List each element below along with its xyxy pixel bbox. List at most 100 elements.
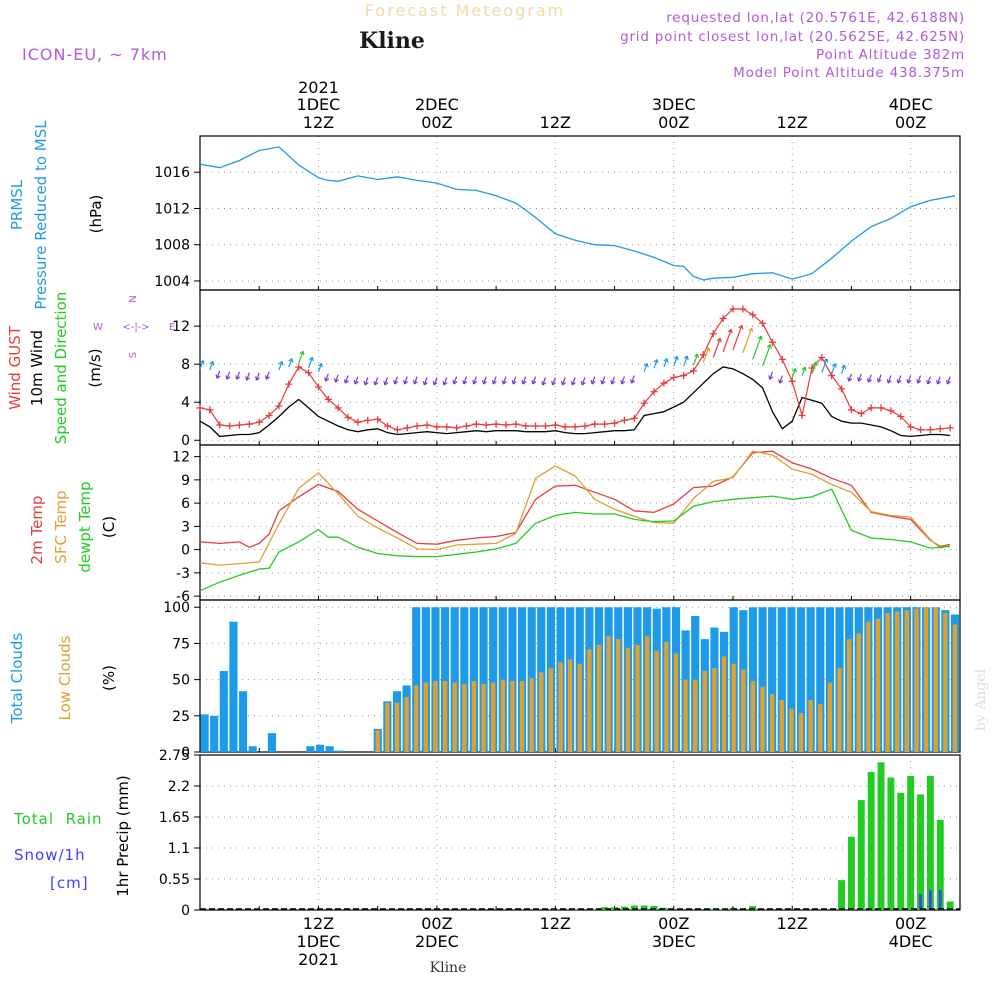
wind-direction-arrow [199, 359, 205, 370]
arrow-head [215, 374, 221, 379]
arrow-head [936, 380, 942, 385]
compass-e: E [169, 322, 175, 333]
temp-tick-label: 6 [181, 496, 190, 512]
total-cloud-bar [315, 744, 325, 752]
arrow-shaft [255, 372, 260, 381]
pressure-labels: PRMSL Pressure Reduced to MSL (hPa) [8, 120, 105, 310]
arrow-shaft [762, 344, 771, 367]
arrow-shaft [374, 377, 379, 386]
arrow-head [452, 380, 458, 385]
model-label: ICON-EU, ~ 7km [22, 45, 168, 64]
arrow-shaft [702, 347, 710, 363]
arrow-shaft [611, 376, 616, 385]
low-cloud-bar [808, 699, 813, 752]
arrow-head [590, 380, 596, 385]
arrow-shaft [653, 359, 658, 369]
wind-direction-arrow [936, 376, 942, 385]
arrow-head [580, 380, 586, 386]
wind-direction-arrow [702, 347, 711, 363]
low-cloud-bar [885, 613, 890, 752]
arrow-head [561, 380, 566, 386]
arrow-head [768, 375, 774, 380]
gust-marker [581, 422, 589, 430]
low-cloud-bar [500, 679, 505, 752]
chart-title: Forecast Meteogram [365, 1, 565, 20]
arrow-head [643, 362, 649, 368]
bottom-time-label: 3DEC [652, 932, 696, 951]
arrow-head [225, 375, 231, 380]
arrow-shaft [571, 377, 576, 386]
arrow-head [727, 328, 733, 334]
wind-unit: (m/s) [86, 348, 104, 387]
wind-direction-arrow [462, 376, 468, 385]
arrow-shaft [630, 375, 635, 384]
arrow-shaft [288, 358, 293, 368]
gust-marker [482, 421, 490, 429]
prmsl-line [199, 146, 956, 281]
wind-direction-arrow [906, 375, 912, 384]
wind-direction-arrow [482, 376, 488, 385]
arrow-head [683, 355, 689, 360]
bottom-time-label: 12Z [540, 914, 571, 933]
bottom-time-label: 2DEC [415, 932, 459, 951]
low-cloud-bar [385, 702, 390, 752]
arrow-shaft [443, 377, 448, 386]
wind-direction-arrow [778, 375, 784, 384]
arrow-head [472, 380, 478, 385]
wind-tick-label: 4 [181, 395, 190, 411]
total-cloud-bar [806, 607, 815, 752]
wind-labels: Wind GUST 10m Wind Speed and Direction (… [6, 292, 175, 445]
wind-direction-arrow [412, 376, 418, 385]
arrow-head [876, 378, 882, 383]
arrow-head [847, 377, 853, 382]
model-altitude: Model Point Altitude 438.375m [733, 65, 965, 81]
wind-direction-arrow [712, 337, 722, 358]
low-cloud-bar [635, 644, 640, 752]
temp-label-sfc: SFC Temp [52, 490, 70, 563]
wind-direction-arrow [590, 376, 596, 385]
arrow-shaft [413, 376, 418, 385]
arrow-shaft [492, 376, 497, 385]
arrow-head [531, 380, 537, 385]
temp-labels: 2m Temp SFC Temp dewpt Temp (C) [28, 481, 118, 572]
wind-direction-arrow [541, 377, 547, 386]
total-cloud-bar [431, 607, 440, 752]
arrow-head [791, 368, 797, 373]
arrow-head [673, 355, 679, 361]
wind-tick-label: 8 [181, 357, 190, 373]
arrow-head [521, 380, 527, 385]
arrow-head [906, 379, 912, 384]
gust-marker [719, 315, 727, 323]
low-cloud-bar [452, 682, 457, 752]
top-time-label: 12Z [540, 113, 571, 132]
temp-dewpt-line [199, 488, 951, 592]
arrow-shaft [423, 377, 428, 386]
rain-bar [847, 836, 855, 910]
arrow-shaft [463, 376, 468, 385]
total-cloud-bar [200, 714, 209, 752]
wind-direction-arrow [768, 371, 774, 380]
arrow-head [491, 380, 497, 385]
gust-marker [324, 395, 332, 403]
arrow-head [288, 358, 294, 363]
rain-bar [867, 771, 875, 910]
arrow-head [255, 376, 261, 381]
arrow-shaft [325, 373, 329, 382]
arrow-shaft [722, 329, 732, 353]
wind-direction-arrow [511, 376, 517, 385]
wind-direction-arrow [245, 372, 251, 381]
low-cloud-bar [731, 663, 736, 752]
gust-marker [630, 414, 638, 422]
rain-bar [897, 792, 905, 910]
top-time-label: 4DEC [889, 95, 933, 114]
gust-marker [670, 373, 678, 381]
wind-direction-arrow [821, 358, 829, 373]
bottom-time-label: 00Z [421, 914, 452, 933]
wind-direction-arrow [866, 374, 872, 383]
bottom-time-label: 12Z [777, 914, 808, 933]
low-cloud-bar [529, 678, 534, 752]
temp-sfc-line [199, 450, 951, 566]
gust-marker [285, 380, 293, 388]
wind-direction-arrow [209, 360, 215, 371]
